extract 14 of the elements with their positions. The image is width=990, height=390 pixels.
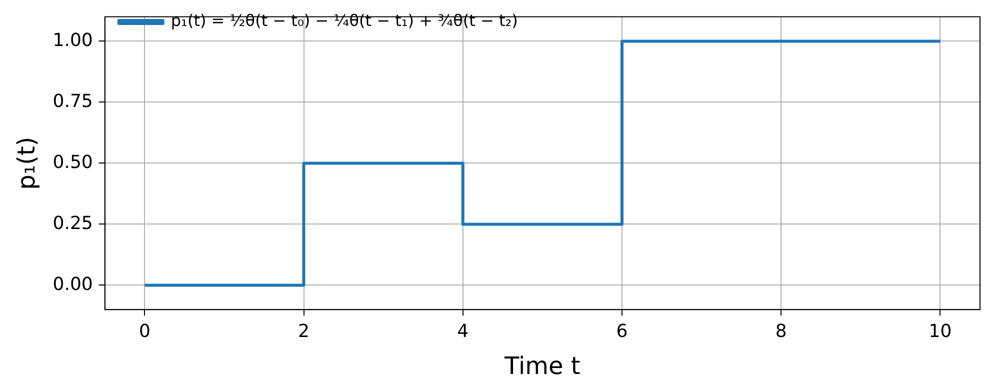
y-tick-label: 0.00: [52, 274, 93, 295]
y-tick-label: 0.50: [52, 152, 93, 173]
y-tick-label: 0.25: [52, 212, 93, 234]
y-axis-title: p₁(t): [12, 136, 41, 190]
x-tick-label: 0: [138, 321, 150, 342]
x-tick-label: 8: [775, 321, 787, 342]
x-tick-label: 6: [616, 321, 628, 342]
y-tick-label: 0.75: [52, 90, 93, 112]
legend-label: p₁(t) = ½θ(t − t₀) − ¼θ(t − t₁) + ¾θ(t − t₂): [170, 11, 518, 30]
x-tick-label: 4: [457, 321, 469, 342]
x-tick-label: 2: [298, 321, 310, 342]
x-axis-title: Time t: [504, 352, 580, 380]
x-tick-label: 10: [928, 321, 952, 342]
y-tick-label: 1.00: [52, 30, 93, 51]
